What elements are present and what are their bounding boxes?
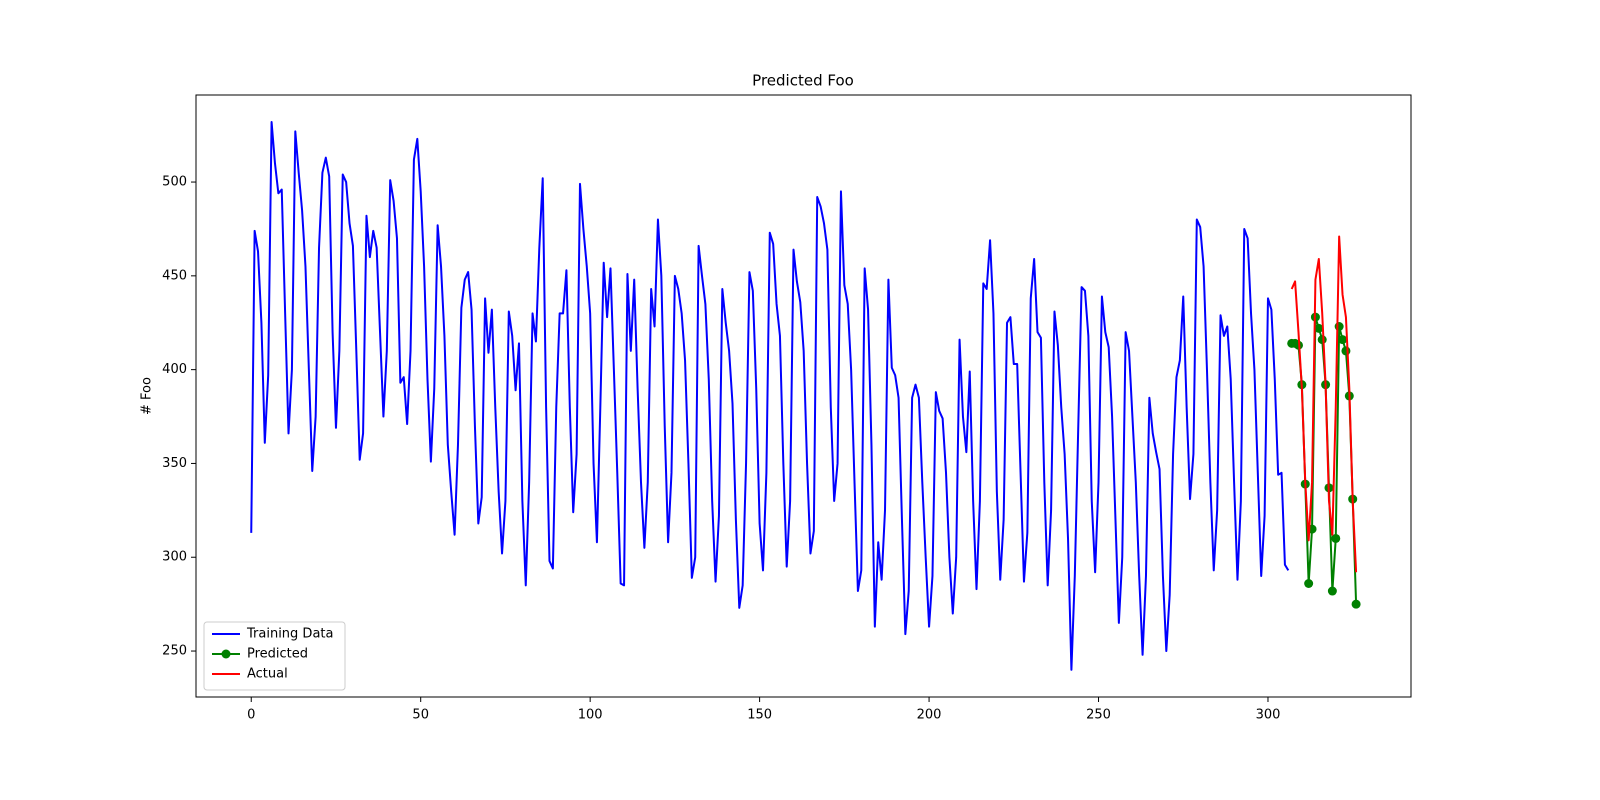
legend: Training Data Predicted Actual bbox=[203, 621, 346, 691]
y-tick-label: 300 bbox=[162, 550, 187, 565]
series-line bbox=[1290, 235, 1358, 573]
x-tick-label: 150 bbox=[747, 708, 772, 723]
series-marker bbox=[1304, 579, 1314, 589]
x-tick-label: 100 bbox=[578, 708, 603, 723]
x-tick-label: 300 bbox=[1256, 708, 1281, 723]
series-marker bbox=[1351, 599, 1361, 609]
legend-marker bbox=[221, 649, 231, 659]
series-marker bbox=[1341, 346, 1351, 356]
series-marker bbox=[1327, 586, 1337, 596]
x-tick-label: 250 bbox=[1086, 708, 1111, 723]
y-tick-label: 400 bbox=[162, 362, 187, 377]
y-tick-label: 450 bbox=[162, 268, 187, 283]
series-marker bbox=[1317, 335, 1327, 345]
series-line bbox=[250, 121, 1290, 671]
x-tick-label: 50 bbox=[412, 708, 429, 723]
y-tick-label: 500 bbox=[162, 175, 187, 190]
series-marker bbox=[1331, 533, 1341, 543]
series-marker bbox=[1314, 323, 1324, 333]
y-axis-label: # Foo bbox=[140, 377, 155, 415]
series-marker bbox=[1334, 321, 1344, 331]
legend-label: Predicted bbox=[247, 647, 308, 662]
legend-label: Training Data bbox=[246, 627, 333, 642]
legend-label: Actual bbox=[247, 667, 288, 682]
y-tick-label: 250 bbox=[162, 644, 187, 659]
axes-frame bbox=[195, 94, 1412, 698]
x-tick-label: 200 bbox=[917, 708, 942, 723]
series-marker bbox=[1338, 335, 1348, 345]
y-tick-label: 350 bbox=[162, 456, 187, 471]
x-tick-label: 0 bbox=[247, 708, 255, 723]
chart-title: Predicted Foo bbox=[752, 72, 854, 90]
plot-area bbox=[250, 121, 1361, 671]
